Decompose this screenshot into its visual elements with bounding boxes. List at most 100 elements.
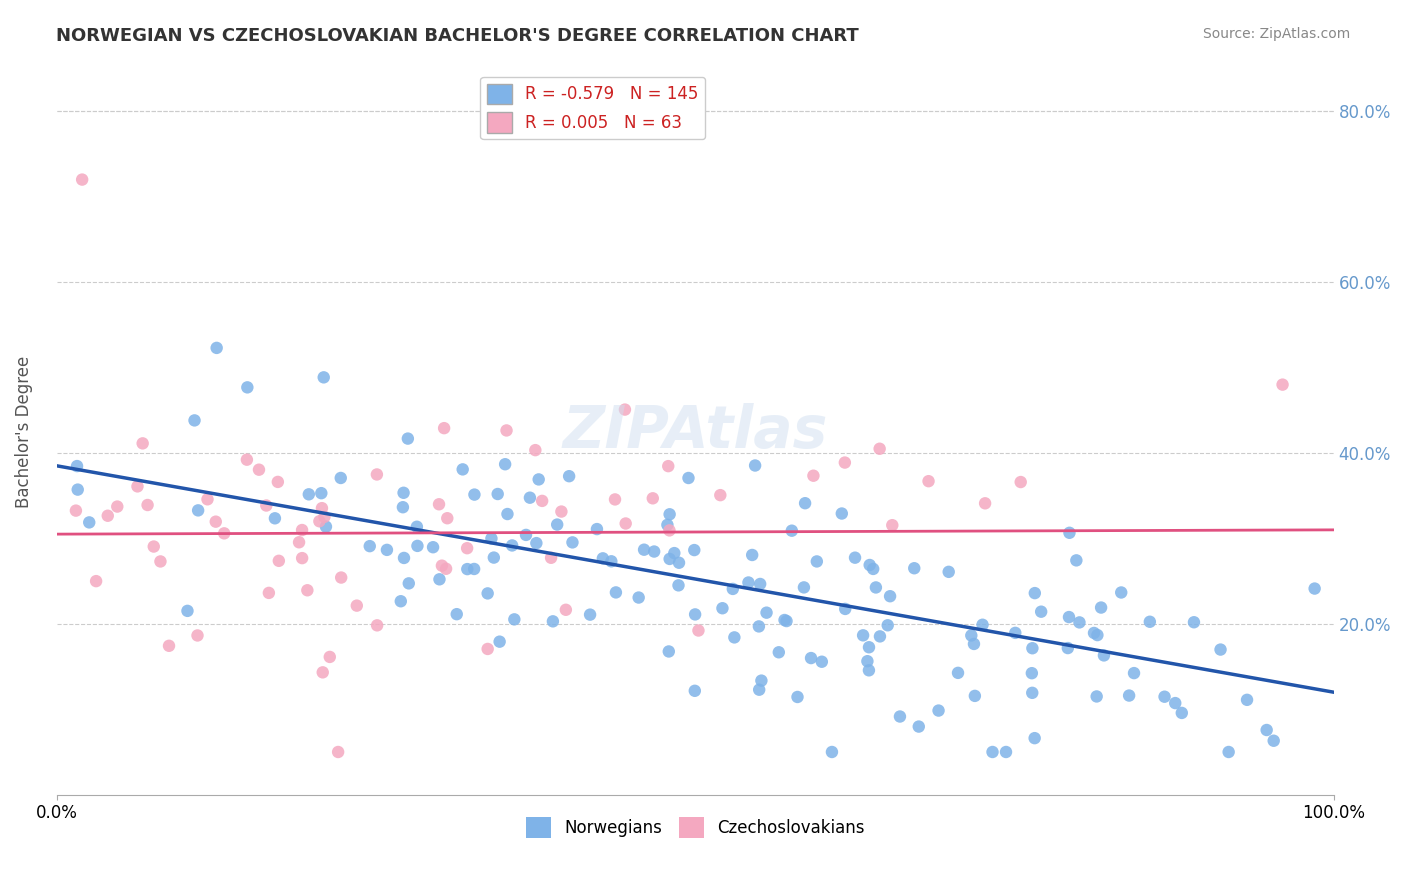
Czechoslovakians [330,570,353,584]
Norwegians [678,471,700,485]
Czechoslovakians [1271,377,1294,392]
Czechoslovakians [291,523,314,537]
Czechoslovakians [212,526,235,541]
Czechoslovakians [84,574,107,588]
Norwegians [527,472,550,486]
Norwegians [852,628,875,642]
Norwegians [1092,648,1115,663]
Czechoslovakians [433,421,456,435]
Czechoslovakians [554,603,576,617]
Czechoslovakians [613,402,636,417]
Norwegians [811,655,834,669]
Norwegians [605,585,627,599]
Norwegians [451,462,474,476]
Norwegians [264,511,287,525]
Norwegians [775,614,797,628]
Norwegians [482,550,505,565]
Norwegians [329,471,352,485]
Norwegians [876,618,898,632]
Czechoslovakians [326,745,349,759]
Norwegians [586,522,609,536]
Norwegians [456,562,478,576]
Czechoslovakians [247,463,270,477]
Norwegians [800,651,823,665]
Czechoslovakians [314,509,336,524]
Text: Source: ZipAtlas.com: Source: ZipAtlas.com [1202,27,1350,41]
Czechoslovakians [142,540,165,554]
Norwegians [66,483,89,497]
Czechoslovakians [131,436,153,450]
Norwegians [1087,628,1109,642]
Norwegians [721,582,744,596]
Norwegians [744,458,766,473]
Norwegians [298,487,321,501]
Norwegians [1021,641,1043,656]
Norwegians [463,562,485,576]
Text: ZIPAtlas: ZIPAtlas [562,403,828,460]
Norwegians [737,575,759,590]
Norwegians [422,540,444,554]
Norwegians [392,550,415,565]
Czechoslovakians [288,535,311,549]
Norwegians [755,606,778,620]
Norwegians [806,554,828,568]
Norwegians [1024,731,1046,746]
Norwegians [1209,642,1232,657]
Czechoslovakians [267,475,290,489]
Norwegians [831,507,853,521]
Norwegians [751,673,773,688]
Czechoslovakians [688,624,710,638]
Norwegians [794,496,817,510]
Norwegians [862,562,884,576]
Norwegians [1056,641,1078,656]
Czechoslovakians [267,554,290,568]
Norwegians [392,500,415,515]
Czechoslovakians [477,642,499,657]
Norwegians [187,503,209,517]
Czechoslovakians [434,562,457,576]
Norwegians [176,604,198,618]
Czechoslovakians [1010,475,1032,489]
Czechoslovakians [297,583,319,598]
Czechoslovakians [603,492,626,507]
Norwegians [1164,696,1187,710]
Czechoslovakians [641,491,664,506]
Norwegians [1059,525,1081,540]
Czechoslovakians [456,541,478,556]
Norwegians [658,644,681,658]
Norwegians [546,517,568,532]
Norwegians [389,594,412,608]
Norwegians [359,539,381,553]
Norwegians [524,536,547,550]
Czechoslovakians [614,516,637,531]
Norwegians [748,682,770,697]
Czechoslovakians [869,442,891,456]
Norwegians [793,581,815,595]
Czechoslovakians [312,665,335,680]
Norwegians [503,612,526,626]
Czechoslovakians [430,558,453,573]
Czechoslovakians [97,508,120,523]
Norwegians [1069,615,1091,630]
Norwegians [463,487,485,501]
Norwegians [844,550,866,565]
Norwegians [1021,686,1043,700]
Norwegians [627,591,650,605]
Norwegians [541,615,564,629]
Norwegians [903,561,925,575]
Norwegians [1004,625,1026,640]
Norwegians [657,517,679,532]
Czechoslovakians [495,424,517,438]
Czechoslovakians [346,599,368,613]
Czechoslovakians [917,474,939,488]
Norwegians [429,572,451,586]
Norwegians [1171,706,1194,720]
Czechoslovakians [882,518,904,533]
Czechoslovakians [186,628,208,642]
Norwegians [683,607,706,622]
Norwegians [768,645,790,659]
Norwegians [236,380,259,394]
Czechoslovakians [254,499,277,513]
Norwegians [995,745,1018,759]
Norwegians [780,524,803,538]
